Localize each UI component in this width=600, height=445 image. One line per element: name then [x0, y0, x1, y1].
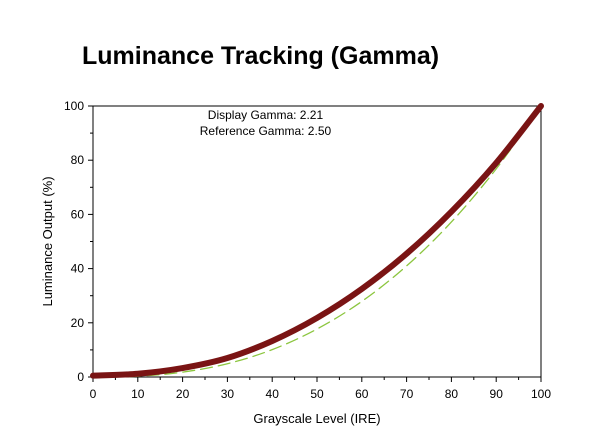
x-axis-label: Grayscale Level (IRE): [253, 411, 380, 426]
y-tick-label: 80: [71, 153, 85, 167]
y-tick-label: 100: [64, 99, 84, 113]
x-tick-label: 80: [445, 387, 459, 401]
x-tick-label: 50: [310, 387, 324, 401]
y-tick-label: 20: [71, 316, 85, 330]
chart-series: [90, 103, 544, 379]
x-tick-label: 100: [531, 387, 551, 401]
y-tick-label: 40: [71, 262, 85, 276]
chart-ticks: [88, 105, 542, 382]
x-tick-label: 70: [400, 387, 414, 401]
display-gamma-line: [90, 103, 544, 379]
x-tick-label: 60: [355, 387, 369, 401]
reference-gamma-annotation: Reference Gamma: 2.50: [200, 124, 332, 138]
x-tick-label: 40: [266, 387, 280, 401]
x-tick-label: 0: [90, 387, 97, 401]
display-gamma-annotation: Display Gamma: 2.21: [208, 108, 324, 122]
y-tick-label: 0: [77, 370, 84, 384]
chart-title: Luminance Tracking (Gamma): [82, 42, 440, 70]
y-tick-label: 60: [71, 207, 85, 221]
x-tick-label: 30: [221, 387, 235, 401]
chart-axes: [92, 105, 542, 378]
reference-gamma-line: [92, 105, 542, 378]
x-tick-label: 90: [490, 387, 504, 401]
x-tick-label: 20: [176, 387, 190, 401]
chart-labels: 0 10 20 30 40 50 60 70 80 90 100 0 20 40 60 80 100 Graysc…: [40, 99, 551, 426]
x-tick-label: 10: [131, 387, 145, 401]
plot-frame: [92, 105, 542, 378]
y-axis-label: Luminance Output (%): [40, 176, 55, 306]
